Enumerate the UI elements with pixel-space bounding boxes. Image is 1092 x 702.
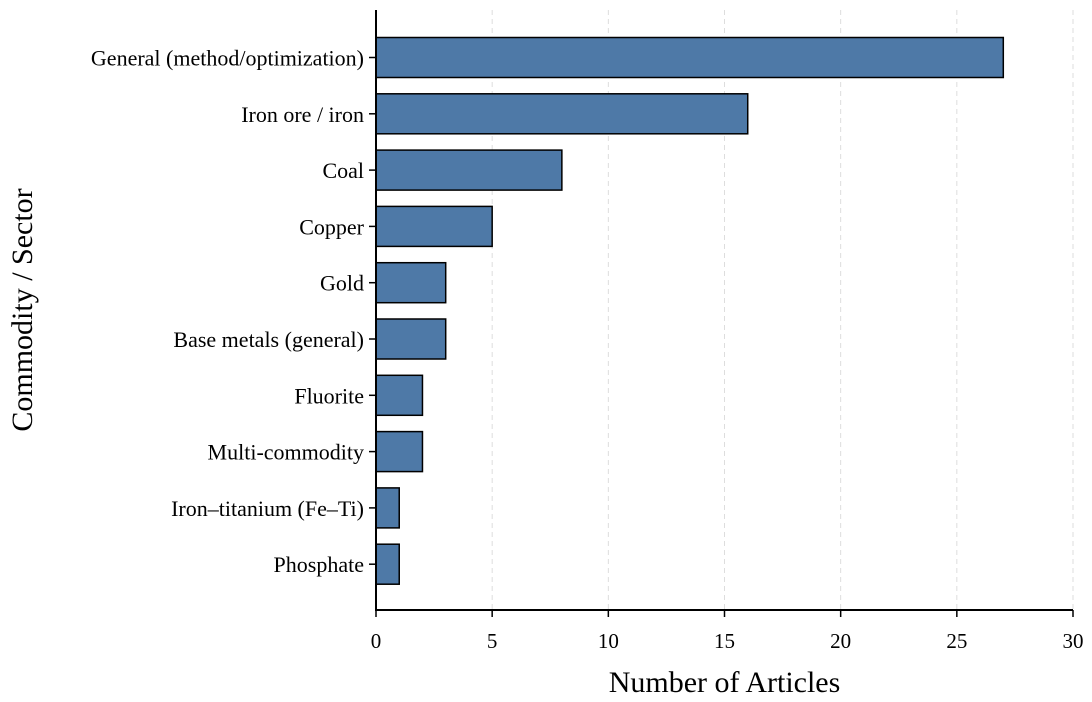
x-tick-label-5: 5 <box>487 629 498 653</box>
category-label-1: Iron ore / iron <box>241 102 364 127</box>
bar-5 <box>375 318 447 360</box>
bar-3 <box>375 205 493 248</box>
bar-0 <box>375 36 1005 79</box>
bar-4 <box>375 261 447 304</box>
category-label-9: Phosphate <box>274 552 364 577</box>
y-axis-title: Commodity / Sector <box>6 188 39 431</box>
bar-6 <box>375 374 424 417</box>
x-tick-label-20: 20 <box>830 629 851 653</box>
category-label-3: Copper <box>299 214 364 239</box>
category-label-8: Iron–titanium (Fe–Ti) <box>171 496 364 521</box>
x-ticks: 0 5 10 15 20 25 30 <box>371 610 1084 653</box>
x-axis-title: Number of Articles <box>609 666 841 699</box>
bar-7 <box>375 430 424 473</box>
category-labels: General (method/optimization) Iron ore / … <box>91 46 376 577</box>
x-tick-label-15: 15 <box>714 629 735 653</box>
category-label-0: General (method/optimization) <box>91 46 364 71</box>
x-tick-label-0: 0 <box>371 629 382 653</box>
bar-9 <box>375 543 400 585</box>
x-tick-label-10: 10 <box>598 629 619 653</box>
bar-1 <box>375 93 749 135</box>
category-label-2: Coal <box>322 158 364 183</box>
category-label-5: Base metals (general) <box>173 327 364 352</box>
category-label-4: Gold <box>320 271 364 296</box>
bars <box>375 36 1005 585</box>
x-tick-label-25: 25 <box>946 629 967 653</box>
x-tick-label-30: 30 <box>1063 629 1084 653</box>
category-label-6: Fluorite <box>294 383 364 408</box>
category-label-7: Multi-commodity <box>208 440 364 465</box>
bar-2 <box>375 149 563 191</box>
bar-8 <box>375 487 400 529</box>
